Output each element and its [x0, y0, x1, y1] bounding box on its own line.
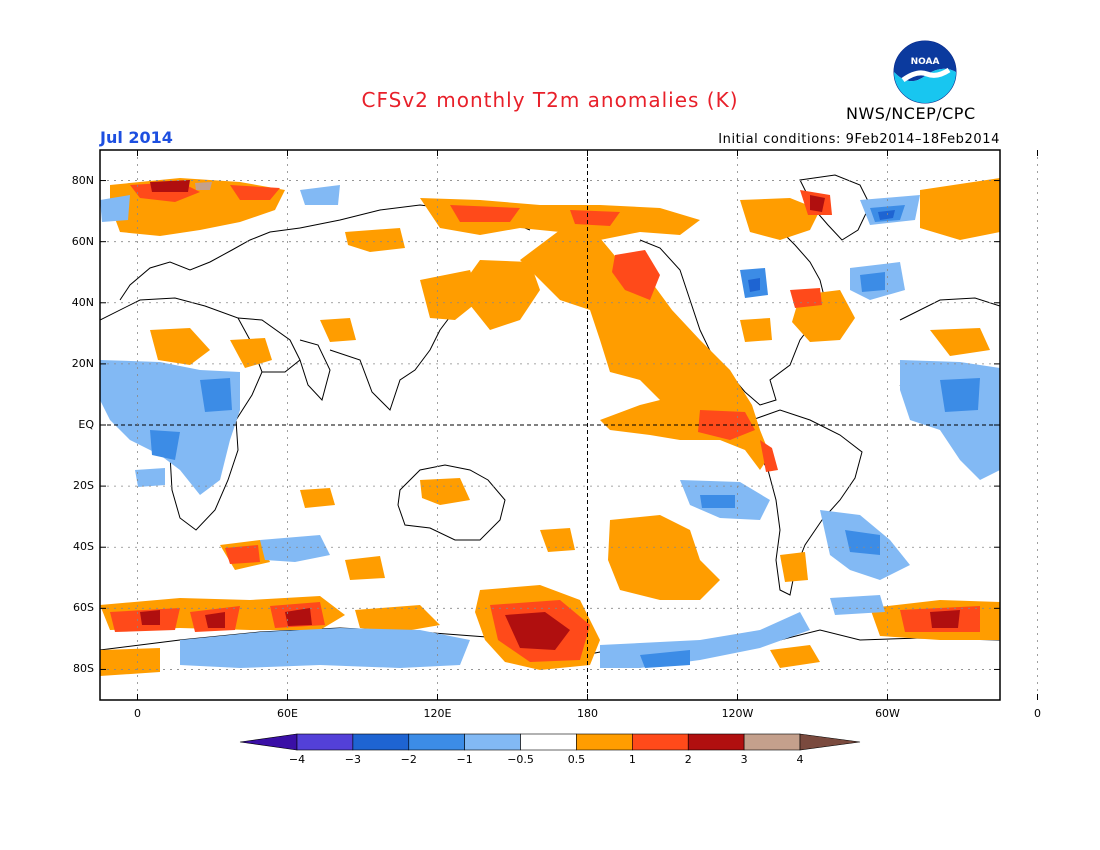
colorbar-label: 2 — [684, 753, 692, 766]
warm-anomaly-extreme — [195, 182, 212, 190]
colorbar-label: −4 — [288, 753, 306, 766]
latitude-label: 60S — [73, 601, 94, 615]
colorbar-label: −3 — [344, 753, 361, 766]
latitude-label: 80S — [73, 662, 94, 676]
valid-month: Jul 2014 — [100, 128, 173, 147]
colorbar-label: 1 — [628, 753, 636, 766]
colorbar-max-arrow — [799, 733, 861, 751]
axis-ticks — [100, 150, 1038, 700]
colorbar-segment — [687, 733, 745, 751]
latitude-label: 40N — [71, 295, 94, 309]
colorbar-segment — [632, 733, 689, 751]
colorbar-label: 0.5 — [567, 753, 586, 766]
colorbar-segment — [352, 733, 410, 751]
colorbar-label: −0.5 — [507, 753, 534, 766]
chart-title: CFSv2 monthly T2m anomalies (K) — [361, 88, 739, 112]
longitude-label: 180 — [577, 707, 598, 720]
longitude-label: 60E — [277, 707, 298, 720]
colorbar-segment — [408, 733, 465, 751]
colorbar-label: −2 — [400, 753, 417, 766]
latitude-label: 20N — [71, 356, 94, 370]
cool-anomaly-strong — [150, 205, 980, 668]
warm-anomaly-very-strong — [140, 180, 960, 650]
latitude-label: EQ — [78, 418, 94, 431]
longitude-label: 120W — [721, 707, 754, 720]
initial-conditions: Initial conditions: 9Feb2014–18Feb2014 — [718, 132, 1000, 147]
agency-label: NWS/NCEP/CPC — [846, 104, 976, 123]
longitude-label: 0 — [1034, 707, 1041, 720]
colorbar-segment — [743, 733, 801, 751]
longitude-label: 120E — [423, 707, 452, 720]
longitude-label: 60W — [875, 707, 900, 720]
colorbar-segment — [520, 733, 577, 751]
cool-anomaly-very-strong — [748, 210, 895, 292]
map-grid — [100, 150, 1038, 700]
latitude-label: 80N — [71, 173, 94, 187]
latitude-label: 60N — [71, 234, 94, 248]
latitude-label: 20S — [73, 479, 94, 493]
colorbar-label: 3 — [740, 753, 748, 766]
latitude-label: 40S — [73, 540, 94, 554]
colorbar-segment — [296, 733, 354, 751]
colorbar-label: 4 — [796, 753, 804, 766]
noaa-logo-text: NOAA — [911, 57, 940, 67]
longitude-label: 0 — [134, 707, 141, 720]
colorbar-segment — [464, 733, 521, 751]
noaa-logo: NOAA — [893, 40, 957, 104]
colorbar-min-arrow — [239, 733, 298, 751]
anomaly-fills — [100, 174, 1000, 676]
colorbar-label: −1 — [456, 753, 473, 766]
colorbar-segment — [576, 733, 633, 751]
